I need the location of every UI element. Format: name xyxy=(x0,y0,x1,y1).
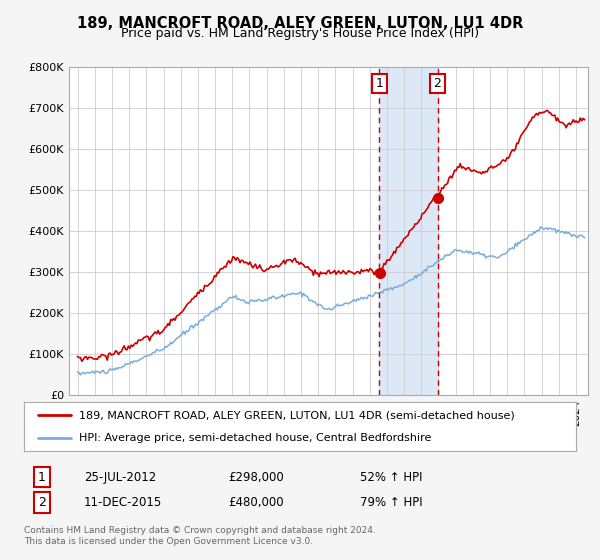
Text: £298,000: £298,000 xyxy=(228,470,284,484)
Text: 79% ↑ HPI: 79% ↑ HPI xyxy=(360,496,422,509)
Text: 52% ↑ HPI: 52% ↑ HPI xyxy=(360,470,422,484)
Text: 1: 1 xyxy=(38,470,46,484)
Text: 2: 2 xyxy=(38,496,46,509)
Text: £480,000: £480,000 xyxy=(228,496,284,509)
Bar xyxy=(379,67,437,395)
Text: 189, MANCROFT ROAD, ALEY GREEN, LUTON, LU1 4DR (semi-detached house): 189, MANCROFT ROAD, ALEY GREEN, LUTON, L… xyxy=(79,410,515,421)
Text: 1: 1 xyxy=(376,77,383,90)
Text: 189, MANCROFT ROAD, ALEY GREEN, LUTON, LU1 4DR: 189, MANCROFT ROAD, ALEY GREEN, LUTON, L… xyxy=(77,16,523,31)
Text: 25-JUL-2012: 25-JUL-2012 xyxy=(84,470,156,484)
Text: 11-DEC-2015: 11-DEC-2015 xyxy=(84,496,162,509)
Text: Price paid vs. HM Land Registry's House Price Index (HPI): Price paid vs. HM Land Registry's House … xyxy=(121,27,479,40)
Text: 2: 2 xyxy=(434,77,442,90)
Text: HPI: Average price, semi-detached house, Central Bedfordshire: HPI: Average price, semi-detached house,… xyxy=(79,433,431,444)
Text: Contains HM Land Registry data © Crown copyright and database right 2024.
This d: Contains HM Land Registry data © Crown c… xyxy=(24,526,376,546)
